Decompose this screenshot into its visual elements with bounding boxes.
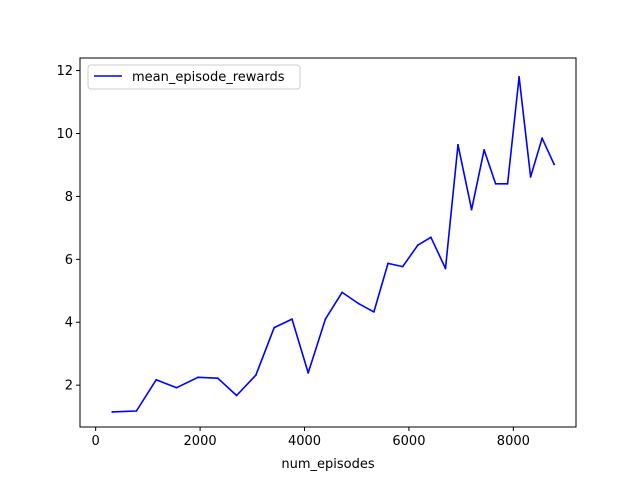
y-tick-label: 2 <box>65 379 73 394</box>
data-point <box>341 291 343 294</box>
y-tick-label: 8 <box>65 190 73 205</box>
data-point <box>506 182 509 185</box>
data-point <box>483 149 485 151</box>
y-tick-label: 12 <box>56 64 73 79</box>
x-tick-label: 2000 <box>184 434 217 449</box>
data-point <box>518 76 520 78</box>
data-point <box>216 377 219 380</box>
series-layer <box>111 76 556 413</box>
legend-box <box>87 64 301 90</box>
x-tick-label: 0 <box>92 434 100 449</box>
data-point <box>416 244 419 247</box>
data-point <box>307 372 310 374</box>
data-point <box>273 326 276 329</box>
x-axis-label: num_episodes <box>281 457 374 472</box>
y-tick-label: 4 <box>65 316 73 331</box>
plot-frame <box>79 57 577 428</box>
data-point <box>494 182 497 185</box>
data-point <box>444 267 447 270</box>
data-point <box>357 302 360 305</box>
data-point <box>111 411 114 413</box>
data-point <box>255 374 257 376</box>
data-point <box>430 236 432 239</box>
data-point <box>235 394 238 397</box>
data-point <box>457 143 459 146</box>
legend: mean_episode_rewards <box>87 64 301 90</box>
data-point <box>373 311 375 313</box>
data-point <box>155 378 158 381</box>
data-point <box>387 262 389 265</box>
data-point <box>401 265 404 268</box>
x-tick-label: 6000 <box>392 434 425 449</box>
data-point <box>135 410 138 412</box>
data-point <box>175 386 178 389</box>
data-point <box>553 163 555 166</box>
tick-layer: 0 2000 4000 6000 8000 2 4 6 8 10 12 <box>56 64 529 449</box>
x-tick-label: 4000 <box>288 434 321 449</box>
legend-label: mean_episode_rewards <box>132 70 285 85</box>
data-point <box>541 137 543 140</box>
y-tick-label: 6 <box>65 253 73 268</box>
data-point <box>324 318 327 320</box>
data-point <box>529 176 532 178</box>
y-tick-label: 10 <box>56 127 73 142</box>
x-tick-label: 8000 <box>497 434 530 449</box>
data-point <box>470 208 473 211</box>
data-point <box>291 318 293 320</box>
data-point <box>197 376 199 379</box>
